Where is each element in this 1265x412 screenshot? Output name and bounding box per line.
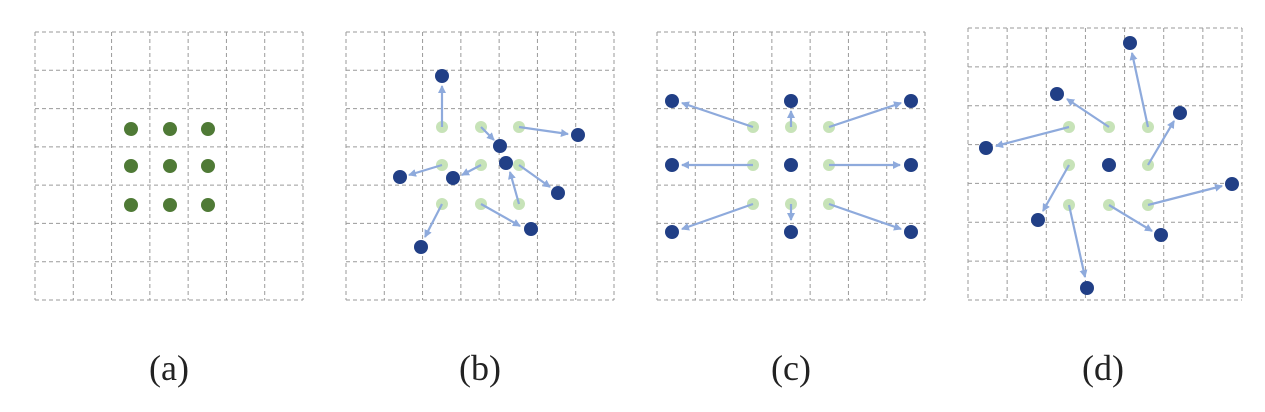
offset-arrow — [480, 126, 495, 141]
offsets-b — [408, 85, 569, 238]
sample-point — [201, 159, 215, 173]
sample-point — [499, 156, 513, 170]
sample-point — [784, 158, 798, 172]
sample-point — [124, 159, 138, 173]
offset-arrow — [1108, 204, 1153, 232]
deformed-samples-d — [979, 36, 1239, 295]
deformed-samples-c — [665, 94, 918, 239]
offset-arrow — [828, 202, 902, 231]
caption-b: (b) — [459, 348, 501, 388]
offset-arrow — [995, 125, 1070, 149]
caption-d: (d) — [1082, 348, 1124, 388]
offset-arrow — [518, 125, 569, 137]
regular-position — [747, 121, 759, 133]
sample-point — [435, 69, 449, 83]
panel-d: (d) — [967, 27, 1243, 388]
offset-arrow — [681, 202, 754, 231]
offset-arrow — [480, 203, 521, 227]
offsets-d — [995, 52, 1223, 278]
sample-point — [665, 94, 679, 108]
grid-a — [34, 31, 304, 301]
sample-point — [904, 158, 918, 172]
sample-point — [784, 225, 798, 239]
sample-point — [1050, 87, 1064, 101]
sample-point — [163, 159, 177, 173]
offsets-c — [681, 101, 902, 231]
sample-point — [551, 186, 565, 200]
sample-point — [201, 198, 215, 212]
offset-arrow — [1147, 183, 1223, 207]
grid-b — [345, 31, 615, 301]
sample-point — [571, 128, 585, 142]
caption-a: (a) — [149, 348, 189, 388]
offset-arrow — [1129, 52, 1150, 128]
sample-point — [1031, 213, 1045, 227]
deformed-samples-b — [393, 69, 585, 254]
offset-arrow — [681, 101, 754, 129]
sample-point — [979, 141, 993, 155]
sample-point — [446, 171, 460, 185]
offset-arrow — [1066, 98, 1110, 128]
offset-arrow — [408, 163, 443, 177]
panel-c: (c) — [656, 31, 926, 388]
sample-point — [665, 225, 679, 239]
offset-arrow — [461, 164, 482, 176]
offset-arrow — [1067, 204, 1088, 278]
sample-point — [904, 225, 918, 239]
sample-point — [163, 122, 177, 136]
sample-point — [493, 139, 507, 153]
grid-d — [967, 27, 1243, 301]
offset-arrow — [518, 164, 551, 188]
panel-b: (b) — [345, 31, 615, 388]
sample-point — [124, 198, 138, 212]
sample-point — [1173, 106, 1187, 120]
sample-point — [524, 222, 538, 236]
sample-point — [1102, 158, 1116, 172]
sample-point — [163, 198, 177, 212]
offset-arrow — [508, 171, 521, 205]
samples-a — [124, 122, 215, 212]
sample-point — [665, 158, 679, 172]
sample-point — [124, 122, 138, 136]
sample-point — [904, 94, 918, 108]
offset-arrow — [424, 203, 443, 238]
offset-arrow — [828, 101, 902, 129]
offset-arrow — [1042, 164, 1070, 212]
sample-point — [1154, 228, 1168, 242]
sample-point — [1080, 281, 1094, 295]
caption-c: (c) — [771, 348, 811, 388]
sample-point — [784, 94, 798, 108]
sample-point — [1225, 177, 1239, 191]
sample-point — [1123, 36, 1137, 50]
panel-a: (a) — [34, 31, 304, 388]
offset-arrow — [1147, 120, 1175, 166]
sample-point — [414, 240, 428, 254]
sample-point — [393, 170, 407, 184]
sample-point — [201, 122, 215, 136]
